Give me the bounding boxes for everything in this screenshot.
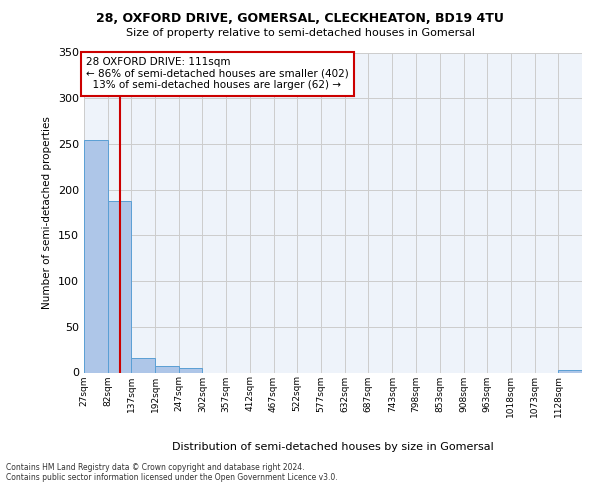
Text: Size of property relative to semi-detached houses in Gomersal: Size of property relative to semi-detach…: [125, 28, 475, 38]
Text: 28 OXFORD DRIVE: 111sqm
← 86% of semi-detached houses are smaller (402)
  13% of: 28 OXFORD DRIVE: 111sqm ← 86% of semi-de…: [86, 58, 349, 90]
Bar: [131, 358, 155, 372]
Bar: [179, 368, 202, 372]
Text: 28, OXFORD DRIVE, GOMERSAL, CLECKHEATON, BD19 4TU: 28, OXFORD DRIVE, GOMERSAL, CLECKHEATON,…: [96, 12, 504, 26]
Bar: [84, 140, 107, 372]
Y-axis label: Number of semi-detached properties: Number of semi-detached properties: [43, 116, 52, 309]
Text: Distribution of semi-detached houses by size in Gomersal: Distribution of semi-detached houses by …: [172, 442, 494, 452]
Text: Contains HM Land Registry data © Crown copyright and database right 2024.: Contains HM Land Registry data © Crown c…: [6, 464, 305, 472]
Bar: [107, 200, 131, 372]
Text: Contains public sector information licensed under the Open Government Licence v3: Contains public sector information licen…: [6, 474, 338, 482]
Bar: [155, 366, 179, 372]
Bar: [559, 370, 582, 372]
